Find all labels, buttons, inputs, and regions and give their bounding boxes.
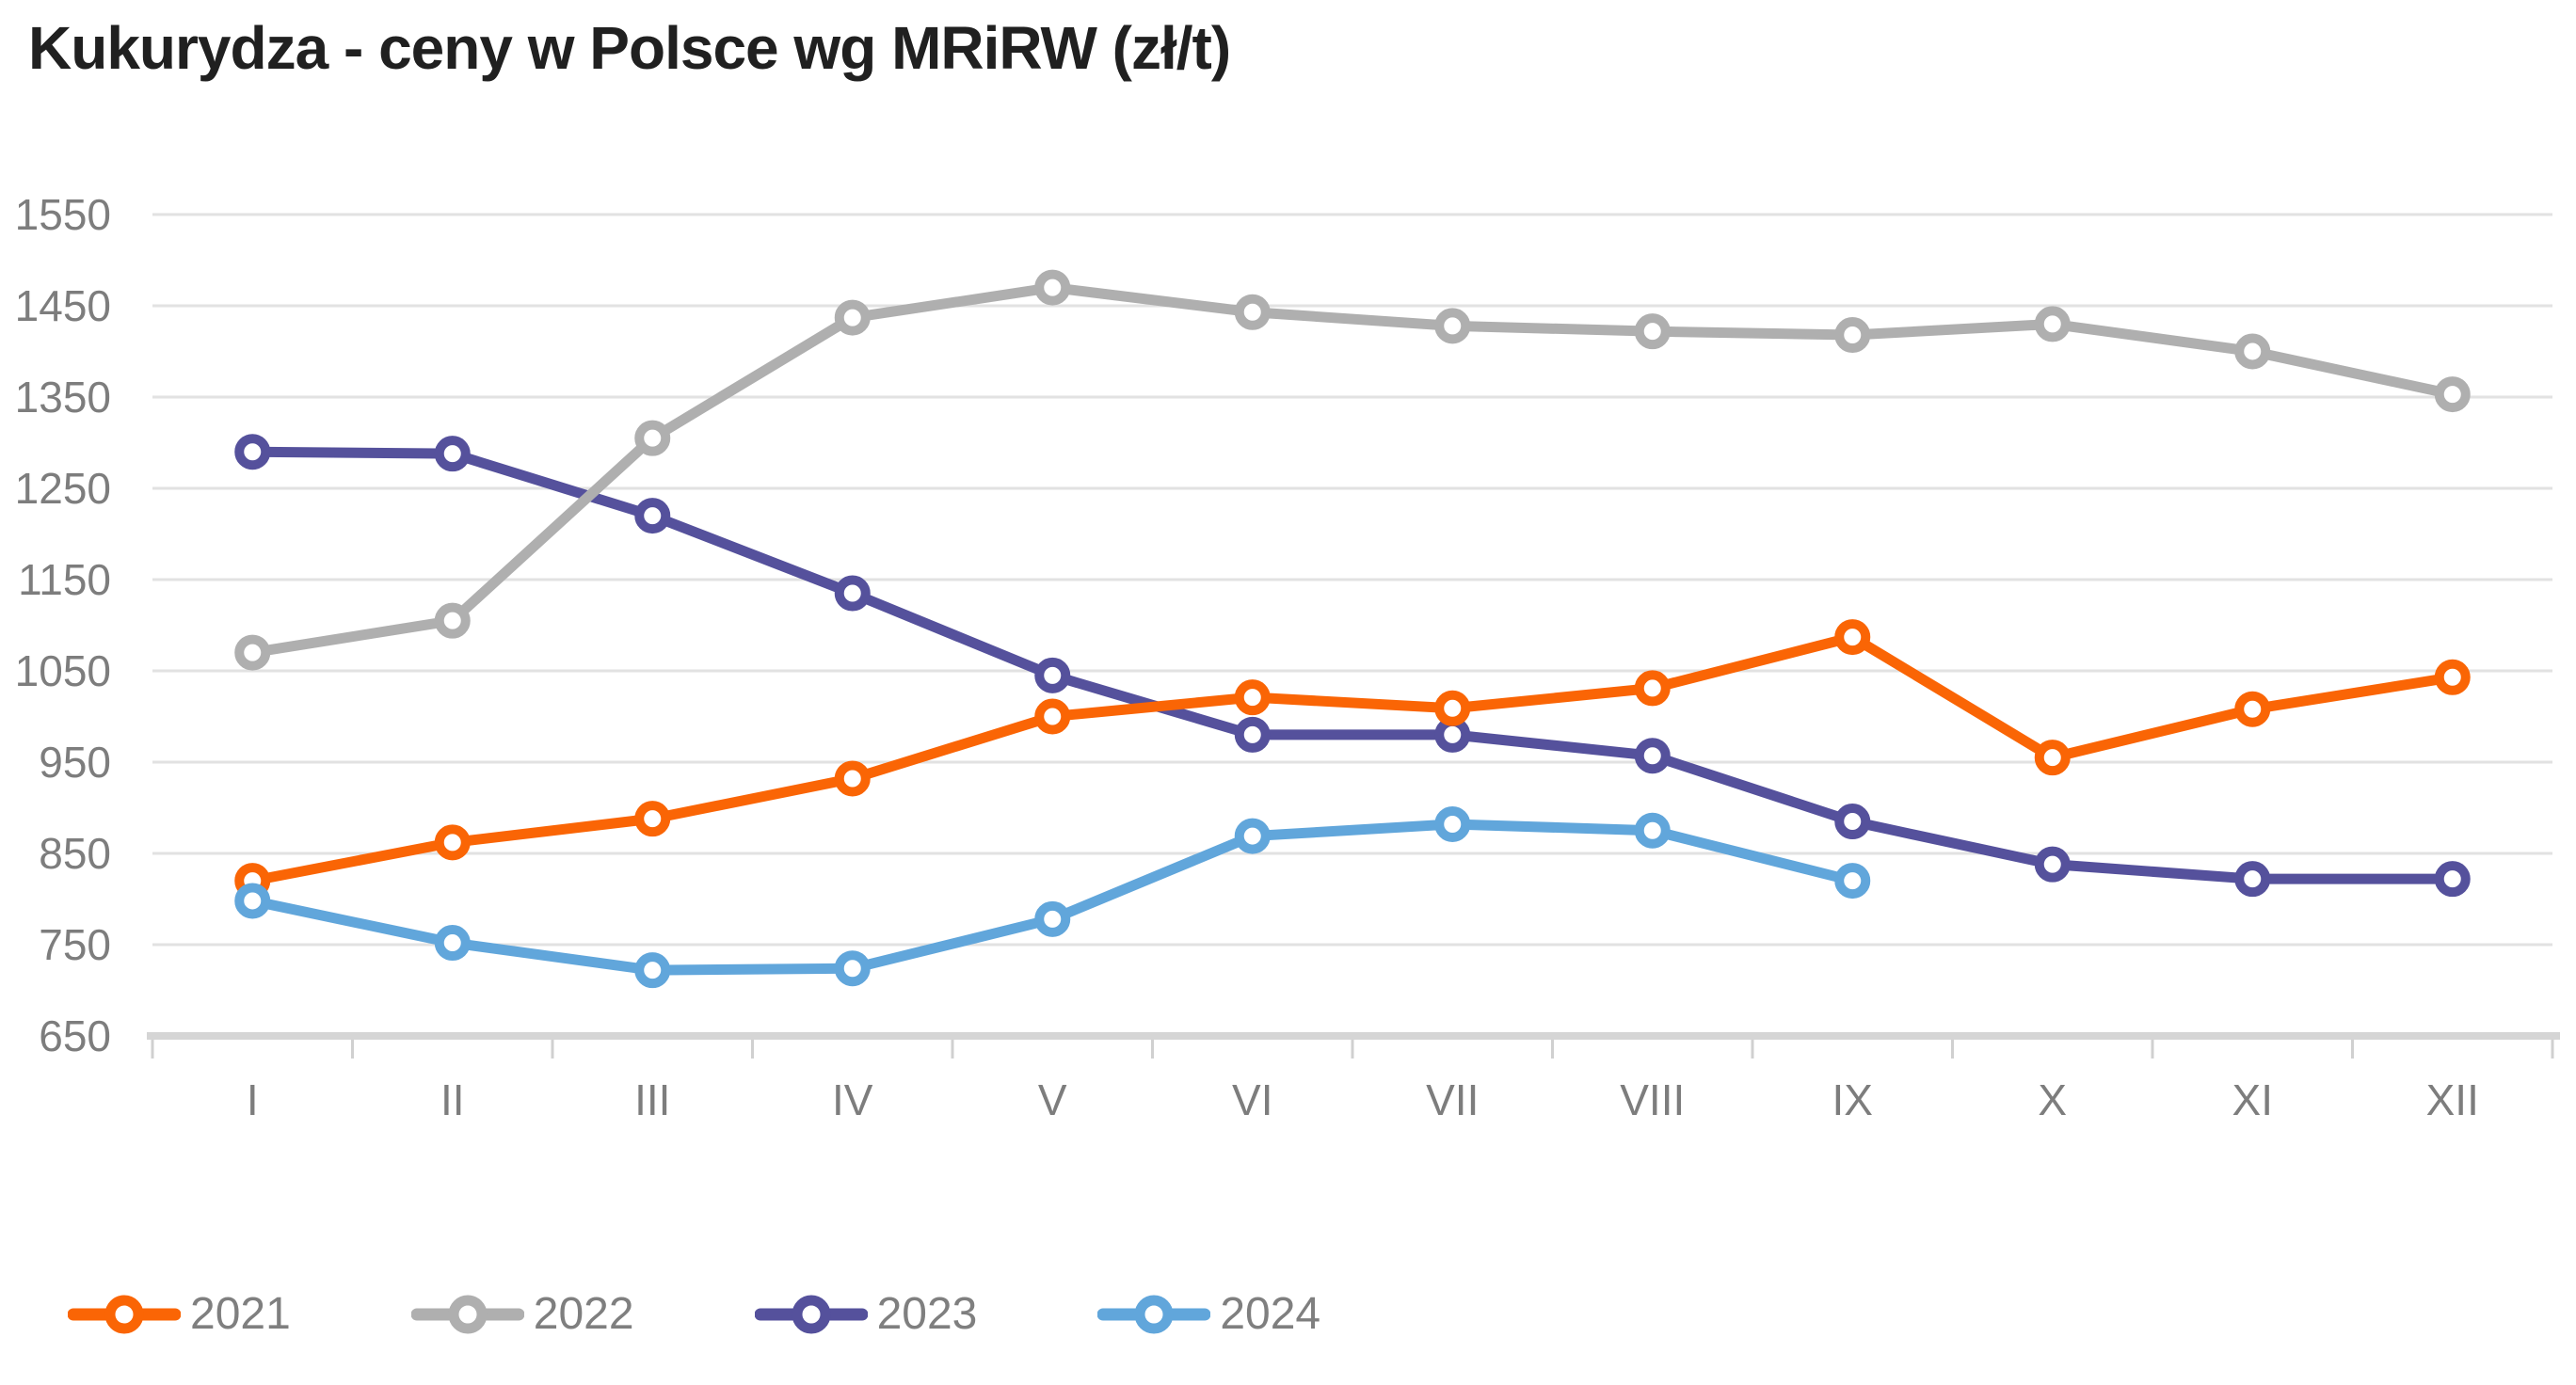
y-axis-tick-label: 950 <box>39 738 111 787</box>
data-point-2023 <box>434 436 471 472</box>
legend-marker-icon <box>754 1295 868 1334</box>
data-point-2022 <box>634 420 671 456</box>
y-axis-tick-label: 1050 <box>15 646 111 695</box>
data-point-2024 <box>1034 900 1071 937</box>
data-point-2021 <box>634 801 671 837</box>
y-axis-tick-label: 1550 <box>15 190 111 239</box>
y-axis-tick-label: 1250 <box>15 464 111 513</box>
x-axis-month-label: VII <box>1426 1075 1479 1124</box>
x-axis-month-label: II <box>440 1075 465 1124</box>
x-axis-month-label: V <box>1038 1075 1067 1124</box>
data-point-2023 <box>1634 738 1671 774</box>
data-point-2024 <box>1834 863 1871 899</box>
data-point-2022 <box>834 299 871 336</box>
data-point-2022 <box>1234 294 1271 330</box>
legend-marker-icon <box>1097 1295 1211 1334</box>
y-axis-tick-label: 650 <box>39 1011 111 1060</box>
data-point-2023 <box>634 498 671 534</box>
y-axis-tick-label: 750 <box>39 920 111 969</box>
legend-item-2024: 2024 <box>1097 1287 1320 1342</box>
data-point-2022 <box>1634 313 1671 350</box>
legend-label: 2022 <box>533 1289 634 1339</box>
legend-label: 2023 <box>876 1289 978 1339</box>
legend-item-2022: 2022 <box>410 1287 634 1342</box>
legend-item-2023: 2023 <box>754 1287 978 1342</box>
data-point-2021 <box>2034 740 2071 776</box>
data-point-2023 <box>1034 657 1071 693</box>
data-point-2023 <box>234 434 271 470</box>
data-point-2024 <box>834 950 871 987</box>
data-point-2021 <box>2434 659 2471 695</box>
chart-title: Kukurydza - ceny w Polsce wg MRiRW (zł/t… <box>28 14 1231 82</box>
x-axis-month-label: I <box>247 1075 259 1124</box>
series-line-2023 <box>247 446 2458 884</box>
data-point-2022 <box>2034 306 2071 342</box>
data-point-2021 <box>1434 690 1471 726</box>
x-axis-month-label: VI <box>1232 1075 1272 1124</box>
data-point-2024 <box>1234 818 1271 854</box>
x-axis-month-label: XII <box>2426 1075 2479 1124</box>
series-line-2024 <box>247 819 1858 976</box>
data-point-2021 <box>1834 619 1871 656</box>
data-point-2024 <box>434 925 471 962</box>
data-point-2023 <box>834 575 871 612</box>
data-point-2024 <box>634 952 671 989</box>
data-point-2022 <box>434 602 471 639</box>
data-point-2023 <box>2434 861 2471 898</box>
data-point-2021 <box>834 760 871 797</box>
data-point-2022 <box>2434 376 2471 413</box>
y-axis-tick-label: 1350 <box>15 373 111 422</box>
x-axis-month-label: IX <box>1832 1075 1873 1124</box>
data-point-2023 <box>1834 804 1871 840</box>
data-point-2022 <box>1834 317 1871 354</box>
x-axis-month-label: XI <box>2232 1075 2273 1124</box>
y-axis-tick-label: 1150 <box>18 555 111 604</box>
data-point-2022 <box>234 634 271 671</box>
legend-label: 2024 <box>1220 1289 1321 1339</box>
legend-marker-icon <box>68 1295 181 1334</box>
data-point-2021 <box>1234 679 1271 716</box>
y-axis-tick-label: 1450 <box>15 281 111 330</box>
chart-legend: 2021 2022 2023 2024 <box>68 1287 1320 1342</box>
legend-label: 2021 <box>190 1289 291 1339</box>
data-point-2023 <box>2034 846 2071 883</box>
series-line-2021 <box>247 631 2458 886</box>
data-point-2021 <box>434 824 471 861</box>
x-axis-month-label: VIII <box>1620 1075 1685 1124</box>
data-point-2024 <box>1634 812 1671 849</box>
legend-marker-icon <box>410 1295 524 1334</box>
series-line-2022 <box>247 282 2458 659</box>
y-axis-tick-label: 850 <box>39 829 111 878</box>
data-point-2021 <box>1034 698 1071 735</box>
data-point-2022 <box>1034 269 1071 306</box>
x-axis-month-label: III <box>634 1075 670 1124</box>
data-point-2024 <box>234 883 271 919</box>
x-axis-month-label: X <box>2038 1075 2067 1124</box>
data-point-2023 <box>2234 861 2271 898</box>
data-point-2022 <box>2234 333 2271 370</box>
data-point-2021 <box>1634 670 1671 707</box>
legend-item-2021: 2021 <box>68 1287 291 1342</box>
x-axis-month-label: IV <box>832 1075 873 1124</box>
data-point-2022 <box>1434 308 1471 344</box>
data-point-2023 <box>1234 716 1271 753</box>
data-point-2024 <box>1434 805 1471 842</box>
data-point-2021 <box>2234 691 2271 727</box>
